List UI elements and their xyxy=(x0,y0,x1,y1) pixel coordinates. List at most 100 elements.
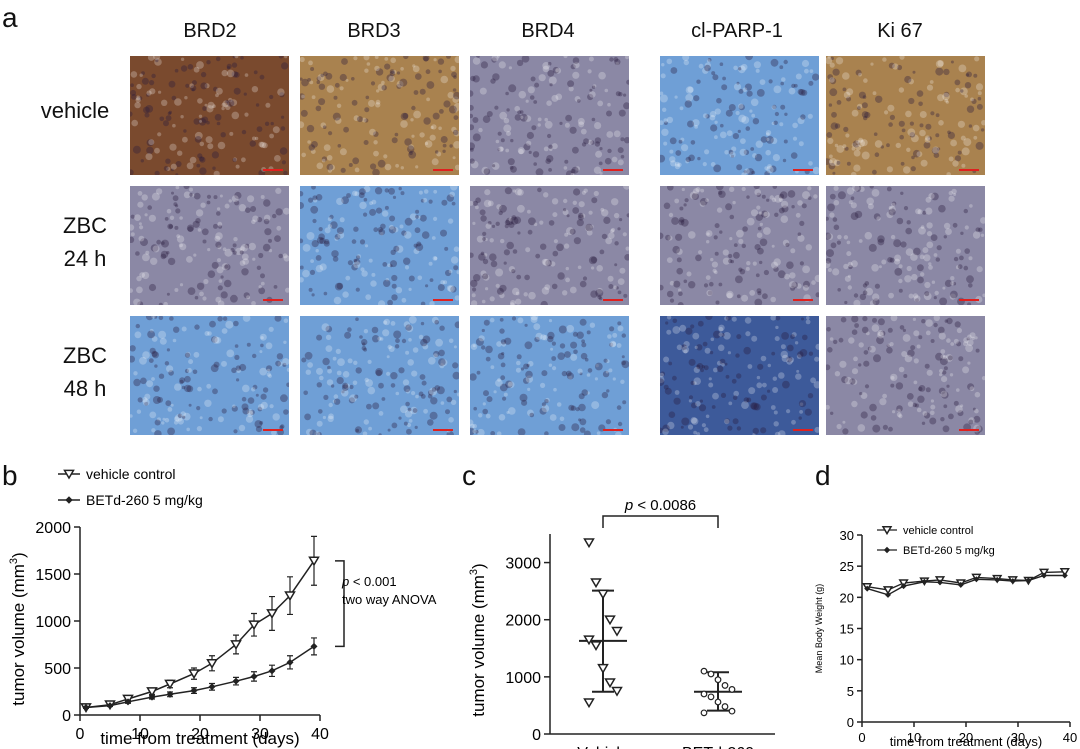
y-axis-label: tumor volume (mm3) xyxy=(468,563,488,716)
series-line xyxy=(85,645,315,709)
scale-bar xyxy=(793,429,813,431)
scale-bar xyxy=(959,169,979,171)
row-label-vehicle: vehicle xyxy=(20,94,130,127)
y-tick-label: 25 xyxy=(840,559,854,574)
micrograph-tile xyxy=(130,316,289,435)
scale-bar xyxy=(263,299,283,301)
data-point xyxy=(882,586,894,595)
chart-c-tumor-volume-scatter: 0 1000 2000 3000 Vehicle BETd-260 tumor volume… xyxy=(468,497,775,749)
data-point xyxy=(148,693,156,701)
x-tick-label: 20 xyxy=(959,730,973,745)
column-label-brd3: BRD3 xyxy=(347,20,401,42)
data-point xyxy=(728,686,736,693)
annotation-test: two way ANOVA xyxy=(342,592,437,607)
data-point xyxy=(973,576,980,583)
micrograph-tile xyxy=(660,316,819,435)
column-label-ki67: Ki 67 xyxy=(877,20,923,42)
data-point xyxy=(590,578,602,589)
data-point xyxy=(248,620,260,631)
data-point xyxy=(864,585,871,592)
data-point xyxy=(250,672,258,680)
data-point xyxy=(957,581,964,588)
data-point xyxy=(266,609,278,620)
data-point xyxy=(583,538,595,549)
row-label-line: 48 h xyxy=(63,376,107,401)
legend-marker-betd260 xyxy=(883,546,891,554)
row-label-line: ZBC xyxy=(63,343,107,368)
data-point xyxy=(700,709,708,717)
y-tick-label: 1500 xyxy=(35,567,71,584)
scale-bar xyxy=(603,299,623,301)
x-tick-label: 0 xyxy=(76,726,85,743)
y-tick-label: 3000 xyxy=(505,556,541,573)
data-point xyxy=(611,686,623,697)
y-tick-label: 5 xyxy=(847,684,854,699)
micrograph-tile xyxy=(300,186,459,305)
data-point xyxy=(1061,572,1068,579)
data-point xyxy=(206,658,218,669)
significance-bracket xyxy=(335,560,345,648)
data-point xyxy=(597,663,609,674)
data-point xyxy=(164,679,176,690)
data-point xyxy=(700,667,708,675)
micrograph-tile xyxy=(826,316,985,435)
legend-marker-betd260 xyxy=(65,496,73,504)
micrograph-tile xyxy=(130,56,289,175)
x-tick-label: 20 xyxy=(191,726,209,743)
legend-label: vehicle control xyxy=(86,466,176,482)
scale-bar xyxy=(263,169,283,171)
x-axis-label: time from treatment (days) xyxy=(890,734,1042,749)
micrograph-tile xyxy=(826,56,985,175)
y-tick-label: 30 xyxy=(840,528,854,543)
data-point xyxy=(583,698,595,709)
y-tick-label: 2000 xyxy=(505,613,541,630)
data-point xyxy=(232,677,240,685)
significance-bracket xyxy=(602,515,719,528)
data-point xyxy=(714,698,722,706)
data-point xyxy=(284,591,296,602)
column-label-brd2: BRD2 xyxy=(183,20,237,42)
annotation-pvalue: p < 0.001 xyxy=(341,574,397,589)
y-tick-label: 0 xyxy=(532,727,541,744)
scale-bar xyxy=(433,169,453,171)
y-tick-label: 1000 xyxy=(505,670,541,687)
data-point xyxy=(124,698,132,706)
micrograph-tile xyxy=(300,56,459,175)
row-label-line: ZBC xyxy=(63,213,107,238)
data-point xyxy=(728,707,736,715)
series-line xyxy=(867,571,1065,591)
data-point xyxy=(590,641,602,651)
x-tick-label: 40 xyxy=(311,726,329,743)
column-label-brd4: BRD4 xyxy=(521,20,575,42)
scale-bar xyxy=(959,299,979,301)
data-point xyxy=(583,635,595,646)
data-point xyxy=(900,583,907,590)
series-line xyxy=(85,560,315,709)
micrograph-tile xyxy=(470,316,629,435)
data-point xyxy=(1009,578,1016,585)
x-category-label: Vehicle xyxy=(577,745,629,749)
x-tick-label: 10 xyxy=(131,726,149,743)
y-tick-label: 0 xyxy=(847,715,854,730)
data-point xyxy=(166,690,174,698)
group-betd260 xyxy=(694,667,742,717)
x-tick-label: 0 xyxy=(858,730,865,745)
chart-b-tumor-volume-time: 0 500 1000 1500 2000 0 10 20 30 40 time from treat… xyxy=(8,466,437,748)
x-tick-label: 30 xyxy=(1011,730,1025,745)
micrograph-tile xyxy=(660,186,819,305)
series-vehicle xyxy=(862,567,1070,595)
y-tick-label: 500 xyxy=(44,661,71,678)
data-point xyxy=(707,670,715,678)
y-tick-label: 1000 xyxy=(35,614,71,631)
data-point xyxy=(286,658,294,666)
group-vehicle xyxy=(579,538,627,709)
data-point xyxy=(310,642,318,650)
panel-letter-a: a xyxy=(2,2,18,33)
scale-bar xyxy=(959,429,979,431)
legend-marker-vehicle xyxy=(63,469,75,480)
data-point xyxy=(611,626,623,637)
panel-letter-c: c xyxy=(462,460,476,491)
data-point xyxy=(1040,572,1048,579)
micrograph-tile xyxy=(826,186,985,305)
panel-letter-d: d xyxy=(815,460,831,491)
